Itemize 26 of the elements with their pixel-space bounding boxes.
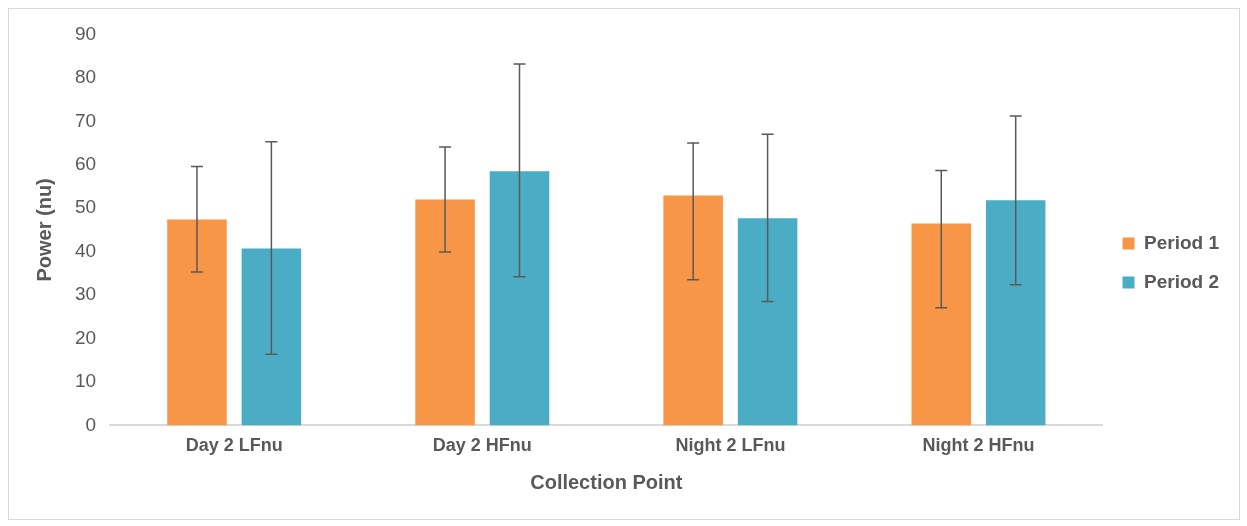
bar	[415, 199, 475, 426]
x-tick-label: Night 2 LFnu	[675, 435, 786, 456]
y-tick-label: 20	[74, 326, 97, 348]
bar	[911, 223, 972, 426]
bar	[737, 218, 798, 426]
legend-label: Period 2	[1144, 270, 1220, 292]
x-tick-label: Day 2 LFnu	[185, 435, 283, 456]
y-tick-label: 40	[74, 239, 97, 261]
x-tick-label: Night 2 HFnu	[922, 435, 1035, 456]
y-axis-title: Power (nu)	[32, 178, 55, 282]
y-tick-label: 60	[74, 152, 97, 174]
y-tick-label: 10	[74, 370, 97, 392]
legend-label: Period 1	[1144, 231, 1220, 253]
x-tick-label: Day 2 HFnu	[432, 435, 532, 456]
y-tick-label: 30	[74, 283, 97, 305]
bar	[167, 219, 227, 426]
bar	[489, 171, 550, 426]
y-tick-label: 70	[74, 109, 97, 131]
y-tick-label: 90	[74, 22, 97, 44]
y-tick-label: 80	[74, 66, 97, 88]
y-tick-label: 0	[85, 413, 97, 435]
x-axis-title: Collection Point	[530, 470, 683, 493]
y-tick-label: 50	[74, 196, 97, 218]
bar	[663, 195, 723, 426]
bar	[985, 200, 1046, 426]
bar	[241, 248, 302, 426]
